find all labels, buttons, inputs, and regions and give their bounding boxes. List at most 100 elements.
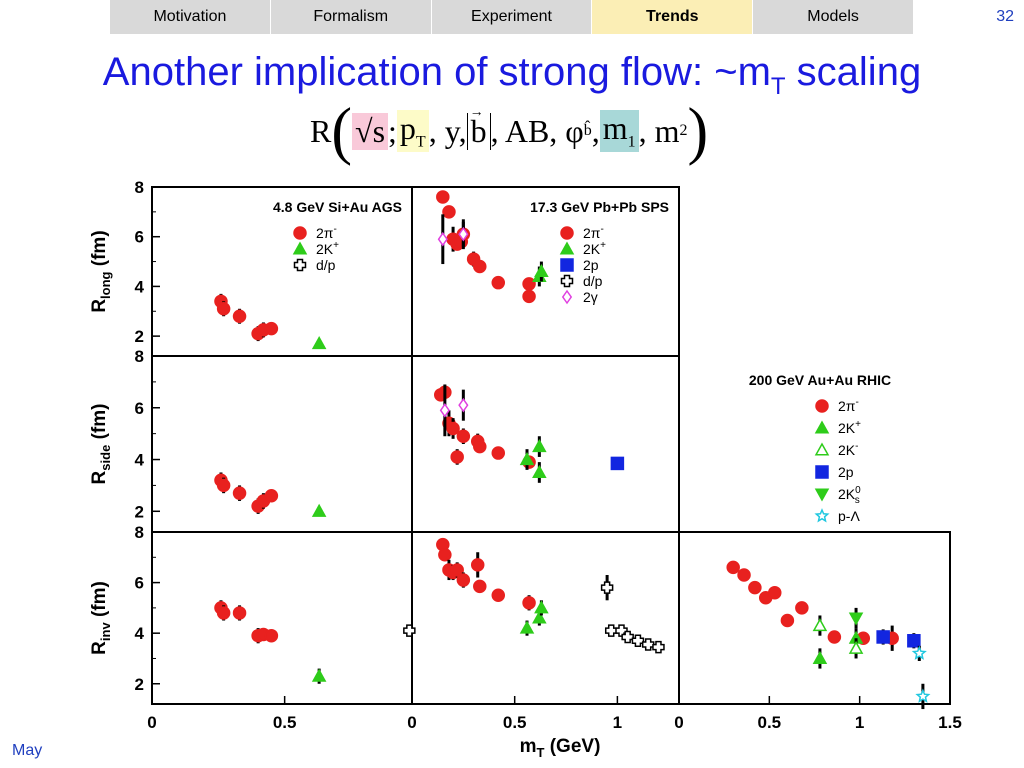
formula-rest2: , AB, φ bbox=[490, 112, 584, 149]
legend-item-text: 2K+ bbox=[583, 240, 606, 257]
tab-models[interactable]: Models bbox=[753, 0, 914, 34]
panel-label: 4.8 GeV Si+Au AGS bbox=[273, 199, 402, 215]
data-point-pi bbox=[522, 596, 536, 610]
y-axis-label: Rinv (fm) bbox=[89, 581, 113, 655]
data-point-pi bbox=[450, 450, 464, 464]
y-axis-label-sub: inv bbox=[98, 622, 113, 642]
legend-item-sup: - bbox=[333, 224, 336, 235]
data-point-pi bbox=[473, 579, 487, 594]
y-tick-label: 4 bbox=[135, 451, 145, 470]
data-point-p bbox=[876, 630, 890, 644]
rhic-legend-item-text: p-Λ bbox=[838, 508, 860, 524]
legend-item-label: 2p bbox=[583, 257, 599, 273]
slide-title: Another implication of strong flow: ~mT … bbox=[0, 50, 1024, 101]
formula-b-arrow: → bbox=[469, 104, 484, 120]
formula-m1: m1 bbox=[599, 110, 639, 152]
data-point-pi bbox=[456, 429, 471, 443]
data-point-K bbox=[311, 503, 327, 517]
legend-item-label: 2K bbox=[583, 241, 601, 257]
panel-frame bbox=[411, 355, 680, 533]
formula-sep: ; bbox=[388, 112, 397, 149]
data-point-pi bbox=[232, 606, 247, 620]
rhic-legend-item-label: 2p bbox=[838, 464, 854, 480]
data-point-dp bbox=[621, 630, 634, 644]
y-tick-label: 4 bbox=[135, 277, 145, 296]
data-point-pi bbox=[768, 585, 782, 600]
data-point-pi bbox=[473, 259, 487, 274]
y-tick-label: 2 bbox=[135, 675, 144, 694]
data-point-pi bbox=[216, 302, 231, 316]
data-point-dp bbox=[641, 638, 655, 651]
legend-item-label: 2γ bbox=[583, 289, 598, 305]
legend-item-text: d/p bbox=[316, 257, 336, 273]
data-point-pi bbox=[491, 588, 506, 602]
rhic-label: 200 GeV Au+Au RHIC bbox=[749, 372, 891, 388]
y-tick-label: 2 bbox=[135, 502, 144, 521]
rhic-legend-item-text: 2K- bbox=[838, 441, 858, 458]
legend-item-label: 2K bbox=[316, 241, 334, 257]
rhic-legend-item-marker bbox=[814, 420, 830, 434]
data-point-K bbox=[519, 451, 535, 466]
rhic-legend-item-text: 2p bbox=[838, 464, 854, 480]
tab-motivation[interactable]: Motivation bbox=[110, 0, 271, 34]
data-point-K bbox=[534, 600, 549, 614]
data-point-pi bbox=[450, 563, 464, 577]
legend-item-marker bbox=[559, 241, 575, 255]
y-axis-label-sub: side bbox=[98, 445, 113, 471]
data-point-p bbox=[907, 634, 921, 648]
y-tick-label: 6 bbox=[135, 399, 144, 418]
legend-item-text: 2K+ bbox=[316, 240, 339, 257]
formula-r: R bbox=[310, 112, 332, 149]
rhic-legend-item-sup: - bbox=[855, 441, 858, 452]
data-point-pi bbox=[827, 630, 842, 644]
rhic-legend-item-text: 2K+ bbox=[838, 419, 861, 436]
x-tick-label: 0 bbox=[674, 713, 683, 732]
formula-comma: , bbox=[591, 112, 600, 149]
legend-item-marker bbox=[560, 258, 574, 272]
tab-experiment[interactable]: Experiment bbox=[431, 0, 593, 34]
formula-phi-sub: b̂ bbox=[583, 122, 592, 139]
data-point-pi bbox=[456, 573, 471, 587]
legend-item-marker bbox=[293, 258, 307, 272]
y-axis-label-sub: long bbox=[98, 271, 113, 298]
panel-label: 17.3 GeV Pb+Pb SPS bbox=[530, 199, 669, 215]
data-point-K bbox=[311, 668, 327, 682]
data-point-pi bbox=[264, 321, 279, 336]
rhic-legend-item-label: 2K bbox=[838, 420, 856, 436]
y-axis-label-main: R bbox=[89, 470, 110, 484]
rhic-legend-item-marker bbox=[814, 442, 830, 456]
x-tick-label: 1.5 bbox=[938, 713, 962, 732]
title-main: Another implication of strong flow: ~m bbox=[102, 50, 771, 94]
data-point-Ks bbox=[848, 612, 864, 626]
panel-frame bbox=[151, 355, 413, 533]
legend-item-marker bbox=[560, 274, 574, 288]
tab-trends[interactable]: Trends bbox=[592, 0, 754, 34]
rhic-legend-item-marker bbox=[815, 399, 829, 413]
rhic-legend-item-marker bbox=[815, 465, 829, 479]
legend-item-text: d/p bbox=[583, 273, 603, 289]
legend-item-label: d/p bbox=[583, 273, 603, 289]
data-point-pi bbox=[216, 478, 231, 493]
data-point-Kminus bbox=[848, 640, 864, 654]
legend-item-text: 2π- bbox=[583, 224, 604, 241]
data-point-pi bbox=[470, 558, 485, 572]
data-point-gamma bbox=[458, 226, 469, 242]
x-tick-label: 0.5 bbox=[273, 713, 297, 732]
x-tick-label: 0.5 bbox=[503, 713, 527, 732]
data-point-pi bbox=[232, 486, 247, 500]
panel-frame bbox=[151, 531, 413, 705]
x-axis-label-unit: (GeV) bbox=[544, 736, 600, 757]
formula-m1-main: m bbox=[602, 110, 628, 147]
rhic-legend-item-label: p-Λ bbox=[838, 508, 860, 524]
legend-item-text: 2p bbox=[583, 257, 599, 273]
data-point-pi bbox=[491, 446, 506, 460]
y-axis-label-unit: (fm) bbox=[89, 230, 110, 271]
formula-rest1: , y, bbox=[428, 112, 467, 149]
legend-item-label: 2π bbox=[583, 225, 601, 241]
tab-formalism[interactable]: Formalism bbox=[270, 0, 432, 34]
legend-item-marker bbox=[561, 289, 573, 305]
y-axis-label: Rlong (fm) bbox=[89, 230, 113, 312]
data-point-K bbox=[311, 336, 327, 350]
data-point-lambda bbox=[911, 645, 927, 660]
